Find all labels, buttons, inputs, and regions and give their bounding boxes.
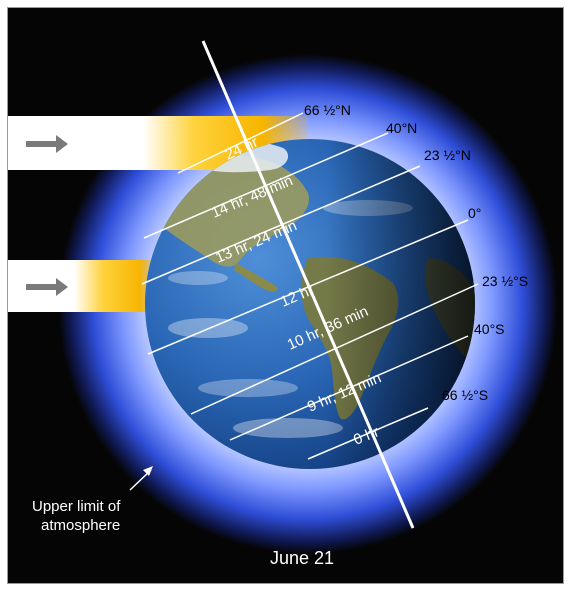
latitude-label-0: 0° bbox=[468, 205, 481, 221]
latitude-label-40n: 40°N bbox=[386, 120, 417, 136]
latitude-labels: 66 ½°N 40°N 23 ½°N 0° 23 ½°S 40°S 66 ½°S bbox=[304, 102, 528, 403]
latitude-label-66s: 66 ½°S bbox=[442, 387, 488, 403]
latitude-label-23n: 23 ½°N bbox=[424, 147, 471, 163]
diagram-frame: 66 ½°N 40°N 23 ½°N 0° 23 ½°S 40°S 66 ½°S… bbox=[7, 7, 564, 584]
latitude-lines bbox=[141, 112, 479, 460]
latitude-line-0 bbox=[147, 219, 469, 355]
latitude-line-23n bbox=[141, 165, 421, 285]
latitude-label-66n: 66 ½°N bbox=[304, 102, 351, 118]
latitude-line-66s bbox=[307, 407, 429, 460]
earth-solstice-diagram: 66 ½°N 40°N 23 ½°N 0° 23 ½°S 40°S 66 ½°S… bbox=[8, 40, 558, 568]
sun-arrow-upper-icon bbox=[26, 135, 68, 153]
atmosphere-label-line2: atmosphere bbox=[41, 517, 120, 534]
rotation-axis bbox=[201, 40, 415, 529]
latitude-line-40s bbox=[229, 335, 469, 441]
latitude-line-40n bbox=[143, 132, 389, 239]
date-label: June 21 bbox=[270, 548, 334, 568]
latitude-line-66n bbox=[177, 112, 304, 174]
atmosphere-arrow-icon bbox=[143, 466, 153, 476]
latitude-line-23s bbox=[190, 283, 479, 415]
sun-arrow-lower-icon bbox=[26, 278, 68, 296]
atmosphere-label-line1: Upper limit of bbox=[32, 498, 121, 515]
latitude-label-40s: 40°S bbox=[474, 321, 505, 337]
atmosphere-callout: Upper limit of atmosphere bbox=[32, 466, 153, 534]
latitude-label-23s: 23 ½°S bbox=[482, 273, 528, 289]
